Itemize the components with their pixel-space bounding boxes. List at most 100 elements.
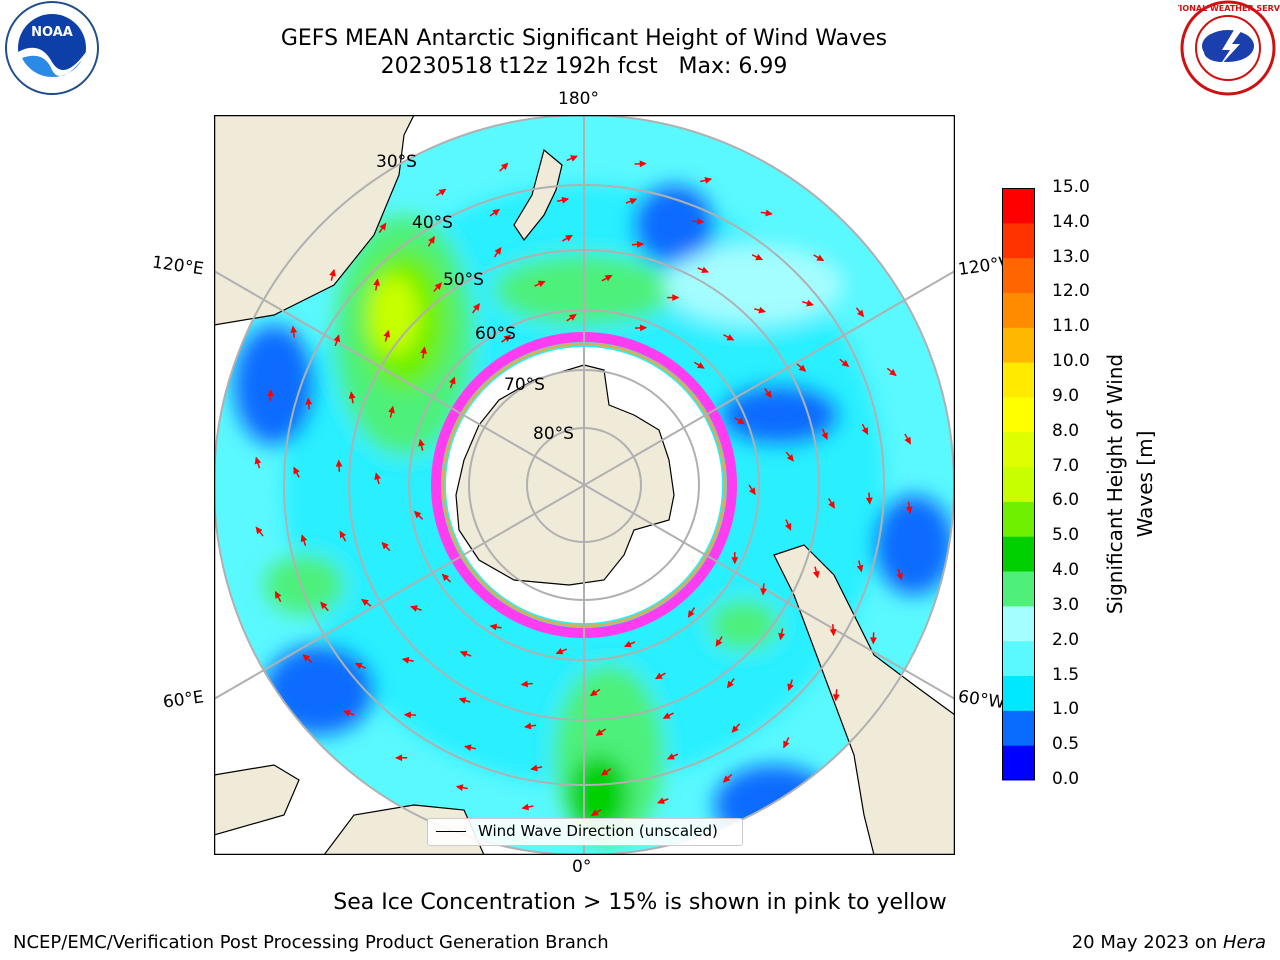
wind-wave-arrowhead: [636, 240, 645, 248]
lon-label-180: 180°: [558, 89, 599, 109]
wind-wave-arrowhead: [589, 689, 598, 697]
wind-wave-arrowhead: [329, 268, 336, 277]
colorbar-tick-label: 7.0: [1052, 455, 1080, 476]
colorbar-tick-label: 2.0: [1052, 629, 1080, 650]
wind-wave-arrowhead: [737, 417, 746, 425]
nws-logo: NATIONAL WEATHER SERVICE: [1178, 0, 1280, 96]
wind-wave-arrowhead: [764, 390, 772, 399]
colorbar-band: [1002, 640, 1035, 677]
wind-wave-arrowhead: [388, 405, 395, 414]
colorbar-band: [1002, 188, 1035, 224]
colorbar-band: [1002, 466, 1035, 502]
wind-wave-arrowhead: [861, 427, 869, 435]
colorbar: [1002, 188, 1035, 781]
colorbar-tick-label: 6.0: [1052, 490, 1080, 511]
colorbar-tick-label: 5.0: [1052, 525, 1080, 546]
wind-wave-arrowhead: [342, 710, 351, 717]
wind-wave-arrowhead: [413, 510, 422, 519]
lat-label-70s: 70°S: [504, 375, 545, 395]
wind-wave-arrowhead: [381, 541, 389, 550]
wind-wave-arrowhead: [726, 680, 734, 689]
colorbar-tick-label: 8.0: [1052, 420, 1080, 441]
colorbar-band: [1002, 675, 1035, 711]
colorbar-band: [1002, 362, 1035, 398]
wind-wave-arrowhead: [494, 246, 502, 255]
colorbar-band: [1002, 222, 1035, 259]
wind-wave-arrowhead: [374, 472, 381, 481]
wind-wave-arrowhead: [561, 196, 570, 204]
wind-wave-arrowhead: [870, 637, 877, 645]
wind-wave-arrowhead: [785, 522, 792, 531]
wind-wave-arrowhead: [731, 725, 739, 733]
wind-wave-arrowhead: [604, 274, 613, 282]
colorbar-band: [1002, 257, 1035, 293]
wind-wave-arrowhead: [905, 506, 913, 514]
wind-wave-arrowhead: [354, 662, 363, 670]
wind-wave-arrowhead: [889, 368, 897, 377]
colorbar-band: [1002, 710, 1035, 746]
wind-wave-arrowhead: [395, 754, 403, 762]
wind-wave-arrowhead: [787, 683, 794, 692]
colorbar-tick-label: 1.5: [1052, 664, 1080, 685]
wind-wave-arrowhead: [896, 572, 903, 581]
wind-wave-arrowhead: [687, 610, 695, 618]
wind-wave-arrowhead: [339, 530, 347, 539]
wind-wave-arrowhead: [755, 253, 764, 261]
wind-wave-arrowhead: [420, 346, 427, 354]
colorbar-band: [1002, 501, 1035, 537]
wind-wave-arrowhead: [383, 329, 391, 338]
wind-wave-arrowhead: [662, 712, 671, 719]
wind-wave-arrowhead: [275, 590, 282, 599]
noaa-logo: NOAA: [5, 1, 99, 95]
wind-wave-arrowhead: [492, 209, 501, 216]
wind-wave-arrowhead: [904, 436, 911, 445]
wind-wave-arrowhead: [520, 680, 529, 688]
wind-wave-arrowhead: [783, 740, 790, 749]
colorbar-band: [1002, 745, 1035, 781]
wind-wave-arrowhead: [672, 294, 680, 301]
lon-label-60w: 60°W: [956, 686, 1007, 714]
wind-wave-arrowhead: [629, 198, 638, 205]
wind-wave-arrowhead: [458, 697, 467, 704]
lat-label-60s: 60°S: [475, 324, 516, 344]
wind-wave-arrowhead: [305, 397, 313, 405]
wind-wave-arrowhead: [320, 601, 328, 610]
footer-date-text: 20 May 2023 on: [1071, 932, 1223, 953]
wind-wave-arrowhead: [595, 729, 604, 736]
wind-wave-arrowhead: [857, 309, 865, 318]
wind-wave-arrowhead: [473, 303, 480, 311]
wind-wave-arrowhead: [812, 570, 820, 579]
wind-wave-arrowhead: [565, 234, 573, 242]
wind-wave-arrowhead: [266, 388, 274, 397]
wind-wave-arrowhead: [403, 711, 411, 719]
wind-wave-arrowhead: [434, 282, 442, 290]
colorbar-band: [1002, 571, 1035, 607]
wind-wave-arrowhead: [832, 694, 840, 702]
colorbar-tick-label: 0.5: [1052, 734, 1080, 755]
nws-logo-text: NATIONAL WEATHER SERVICE: [1178, 4, 1280, 13]
wind-wave-arrowhead: [722, 775, 731, 783]
footer-date: 20 May 2023 on Hera: [1072, 932, 1266, 953]
wind-wave-arrowhead: [449, 376, 456, 385]
wind-wave-arrowhead: [806, 299, 814, 307]
sea-ice-note: Sea Ice Concentration > 15% is shown in …: [333, 890, 947, 915]
wind-wave-arrowhead: [441, 573, 450, 581]
wind-wave-arrowhead: [521, 803, 530, 811]
wind-wave-arrowhead: [335, 459, 343, 467]
wind-wave-arrowhead: [856, 564, 864, 573]
lat-label-40s: 40°S: [412, 213, 453, 233]
colorbar-tick-label: 1.0: [1052, 699, 1080, 720]
colorbar-tick-label: 4.0: [1052, 560, 1080, 581]
wind-wave-arrowhead: [731, 557, 739, 565]
wind-wave-arrowhead: [555, 647, 564, 655]
wind-wave-arrowhead: [798, 364, 807, 372]
wind-wave-arrowhead: [523, 722, 532, 730]
wind-wave-arrowhead: [715, 638, 723, 647]
colorbar-tick-label: 14.0: [1052, 211, 1090, 232]
wind-wave-arrowhead: [254, 456, 262, 465]
colorbar-tick-label: 11.0: [1052, 316, 1090, 337]
wind-wave-arrowhead: [568, 313, 577, 321]
noaa-logo-text: NOAA: [31, 25, 73, 40]
colorbar-band: [1002, 327, 1035, 363]
colorbar-band: [1002, 292, 1035, 328]
